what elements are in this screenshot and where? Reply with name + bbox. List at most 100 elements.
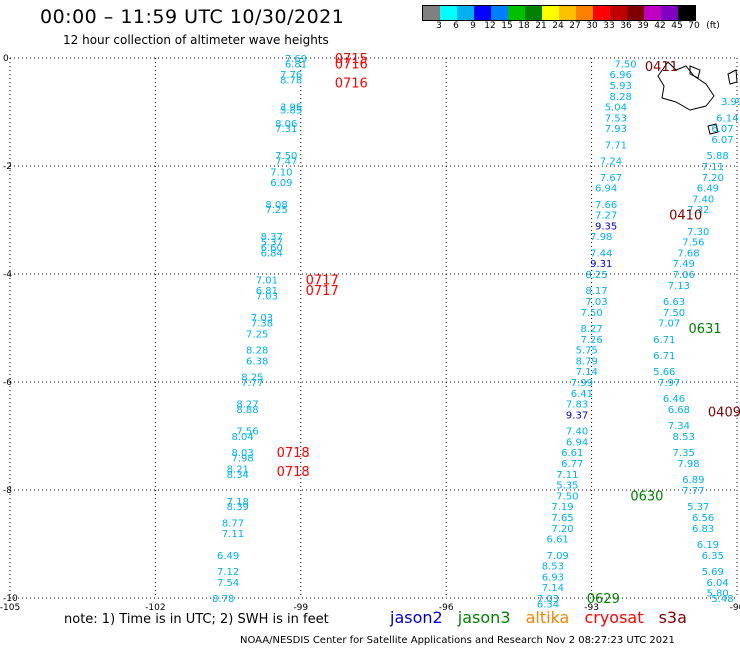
data-point-label: 6.46 — [663, 394, 685, 405]
data-point-label: 6.83 — [692, 524, 714, 535]
legend-swatch — [508, 6, 525, 20]
data-point-label: 6.94 — [566, 437, 588, 448]
legend-label: 70 — [688, 21, 700, 31]
time-label: 0409 — [708, 406, 740, 421]
legend-label: 24 — [552, 21, 564, 31]
data-point-label: 8.27 — [580, 324, 602, 335]
time-label: 0410 — [669, 209, 702, 224]
data-point-label: 7.03 — [256, 292, 278, 303]
data-point-label: 8.27 — [236, 400, 258, 411]
data-point-label: 5.88 — [706, 151, 728, 162]
data-point-label: 6.81 — [285, 59, 307, 70]
data-point-label: 8.03 — [232, 448, 254, 459]
data-point-label: 6.49 — [697, 184, 719, 195]
data-point-label: 8.08 — [265, 200, 287, 211]
data-point-label: 7.11 — [556, 470, 578, 481]
data-point-label: 5.66 — [653, 367, 675, 378]
data-point-label: 7.14 — [542, 583, 564, 594]
data-point-label: 6.41 — [571, 389, 593, 400]
data-point-label: 5.35 — [556, 481, 578, 492]
legend-label: 18 — [518, 21, 530, 31]
x-tick-label: -105 — [0, 603, 20, 613]
data-point-label: 8.34 — [227, 470, 249, 481]
data-point-label: 5.37 — [261, 238, 283, 249]
data-point-label: 7.13 — [668, 281, 690, 292]
data-point-label: 7.24 — [600, 157, 622, 168]
data-point-label: 7.38 — [251, 319, 273, 330]
legend-swatch — [491, 6, 508, 20]
data-point-label: 9.31 — [590, 259, 612, 270]
legend-swatch — [440, 6, 457, 20]
data-point-label: 7.98 — [232, 454, 254, 465]
mission-jason3: jason3 — [457, 608, 511, 627]
data-point-label: 7.03 — [585, 297, 607, 308]
legend-label: 45 — [671, 21, 683, 31]
data-point-label: 8.53 — [542, 562, 564, 573]
legend-swatch — [423, 6, 440, 20]
coastline-outline — [727, 69, 738, 85]
y-tick-label: -4 — [3, 270, 12, 280]
data-point-label: 5.75 — [576, 346, 598, 357]
data-point-label: 6.60 — [261, 243, 283, 254]
data-point-label: 6.96 — [610, 70, 632, 81]
data-point-label: 8.39 — [227, 502, 249, 513]
legend-label: 27 — [569, 21, 581, 31]
time-label: 0716 — [335, 76, 368, 91]
time-label: 0717 — [306, 273, 339, 288]
data-point-label: 7.67 — [600, 173, 622, 184]
data-point-label: 6.81 — [256, 286, 278, 297]
data-point-label: 8.28 — [246, 346, 268, 357]
color-scale-legend — [422, 5, 696, 21]
data-point-label: 8.53 — [673, 432, 695, 443]
data-point-label: 7.76 — [280, 70, 302, 81]
legend-label: 21 — [535, 21, 547, 31]
legend-label: 36 — [620, 21, 632, 31]
time-label: 0411 — [645, 60, 678, 75]
data-point-label: 5.04 — [605, 103, 627, 114]
data-point-label: 7.12 — [217, 567, 239, 578]
data-point-label: 7.20 — [551, 524, 573, 535]
legend-label: 9 — [470, 21, 476, 31]
legend-swatch — [542, 6, 559, 20]
data-point-label: 6.07 — [711, 135, 733, 146]
data-point-label: 7.34 — [668, 421, 690, 432]
time-label: 0716 — [335, 57, 368, 72]
data-point-label: 7.54 — [217, 578, 239, 589]
data-point-label: 7.77 — [241, 378, 263, 389]
data-point-label: 7.11 — [702, 162, 724, 173]
data-point-label: 8.25 — [241, 373, 263, 384]
mission-jason2: jason2 — [390, 608, 443, 627]
legend-swatch — [559, 6, 576, 20]
mission-s3a: s3a — [658, 608, 687, 627]
legend-swatch — [474, 6, 491, 20]
data-point-label: 8.37 — [261, 232, 283, 243]
data-point-label: 7.19 — [551, 502, 573, 513]
data-point-label: 6.84 — [261, 248, 283, 259]
data-point-label: 7.56 — [682, 238, 704, 249]
legend-label: 30 — [586, 21, 598, 31]
data-point-label: 7.31 — [275, 124, 297, 135]
data-point-label: 6.61 — [561, 448, 583, 459]
data-point-label: 7.65 — [551, 513, 573, 524]
data-point-label: 7.01 — [256, 275, 278, 286]
time-label: 0630 — [630, 489, 663, 504]
mission-cryosat: cryosat — [584, 608, 644, 627]
data-point-label: 7.71 — [605, 140, 627, 151]
data-point-label: 8.21 — [227, 464, 249, 475]
data-point-label: 7.25 — [246, 329, 268, 340]
data-point-label: 6.61 — [547, 535, 569, 546]
data-point-label: 7.10 — [270, 167, 292, 178]
data-point-label: 7.66 — [595, 200, 617, 211]
data-point-label: 7.97 — [658, 378, 680, 389]
data-point-label: 7.35 — [673, 448, 695, 459]
data-point-label: 7.47 — [275, 157, 297, 168]
data-point-label: 6.07 — [711, 124, 733, 135]
data-point-label: 7.50 — [556, 491, 578, 502]
time-label: 0717 — [306, 284, 339, 299]
data-point-label: 3.95 — [280, 103, 302, 114]
data-point-label: 8.06 — [275, 119, 297, 130]
x-tick-label: -90 — [730, 603, 740, 613]
data-point-label: 6.04 — [706, 578, 728, 589]
legend-swatch — [610, 6, 627, 20]
